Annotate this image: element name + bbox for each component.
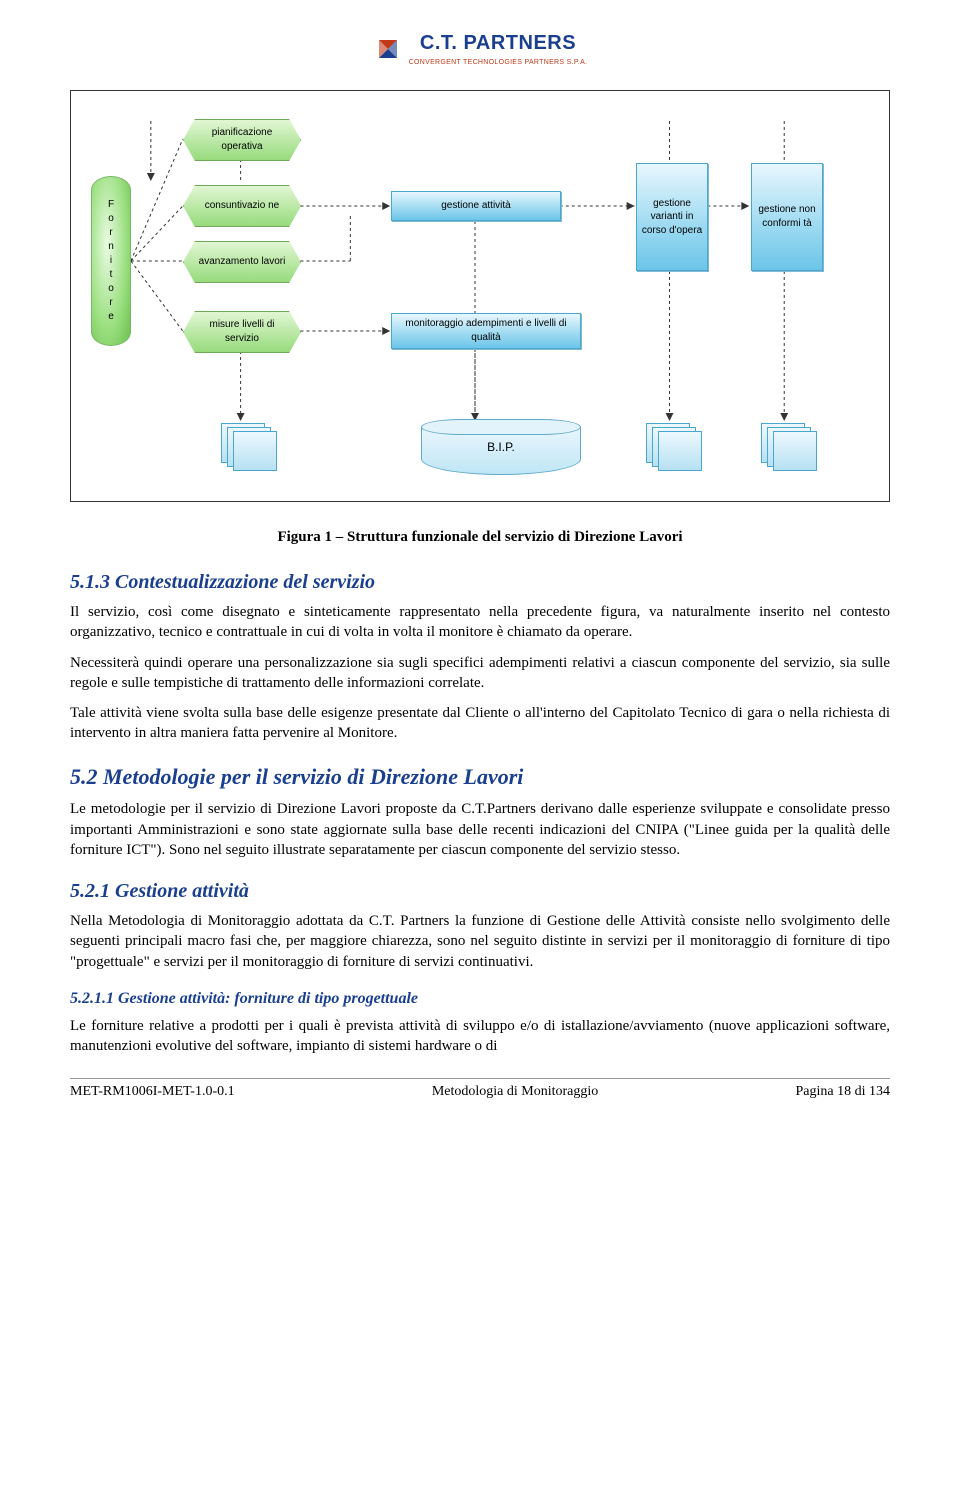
docstack-mid: [646, 423, 706, 473]
para: Le metodologie per il servizio di Direzi…: [70, 799, 890, 860]
hex-consuntivazione: consuntivazio ne: [183, 185, 301, 227]
para: Le forniture relative a prodotti per i q…: [70, 1016, 890, 1057]
footer-center: Metodologia di Monitoraggio: [432, 1083, 598, 1102]
hex-label: avanzamento lavori: [199, 255, 286, 269]
hex-label: consuntivazio ne: [205, 199, 280, 213]
fornitore-letter: i: [110, 254, 112, 268]
page-footer: MET-RM1006I-MET-1.0-0.1 Metodologia di M…: [70, 1078, 890, 1102]
box-monitoraggio: monitoraggio adempimenti e livelli di qu…: [391, 313, 581, 349]
logo-header: C.T. PARTNERS CONVERGENT TECHNOLOGIES PA…: [70, 30, 890, 70]
figure-caption: Figura 1 – Struttura funzionale del serv…: [70, 527, 890, 547]
logo-mark-icon: [373, 34, 403, 64]
para: Il servizio, così come disegnato e sinte…: [70, 602, 890, 643]
diagram: F o r n i t o r e pianificazione operati…: [91, 121, 869, 481]
para: Tale attività viene svolta sulla base de…: [70, 703, 890, 744]
heading-513: 5.1.3 Contestualizzazione del servizio: [70, 569, 890, 596]
hex-misure: misure livelli di servizio: [183, 311, 301, 353]
fornitore-letter: r: [109, 226, 112, 240]
fornitore-letter: F: [108, 198, 114, 212]
heading-52: 5.2 Metodologie per il servizio di Direz…: [70, 762, 890, 792]
box-gestione-attivita: gestione attività: [391, 191, 561, 221]
box-label: gestione varianti in corso d'opera: [641, 197, 703, 238]
box-label: gestione non conformi tà: [756, 203, 818, 230]
fornitore-letter: n: [108, 240, 114, 254]
hex-pianificazione: pianificazione operativa: [183, 119, 301, 161]
logo-subtitle: CONVERGENT TECHNOLOGIES PARTNERS S.P.A.: [409, 58, 588, 67]
para: Necessiterà quindi operare una personali…: [70, 653, 890, 694]
hex-label: misure livelli di servizio: [197, 318, 287, 345]
hex-label: pianificazione operativa: [197, 126, 287, 153]
heading-521: 5.2.1 Gestione attività: [70, 878, 890, 905]
docstack-left: [221, 423, 281, 473]
fornitore-letter: t: [110, 268, 113, 282]
hex-avanzamento: avanzamento lavori: [183, 241, 301, 283]
docstack-right: [761, 423, 821, 473]
logo-name: C.T. PARTNERS: [409, 30, 588, 57]
bip-label: B.I.P.: [421, 419, 581, 475]
footer-right: Pagina 18 di 134: [795, 1083, 890, 1102]
box-label: gestione attività: [441, 199, 511, 213]
box-gestione-nonconf: gestione non conformi tà: [751, 163, 823, 271]
bip-cylinder: B.I.P.: [421, 419, 581, 475]
diagram-frame: F o r n i t o r e pianificazione operati…: [70, 90, 890, 502]
box-gestione-varianti: gestione varianti in corso d'opera: [636, 163, 708, 271]
footer-left: MET-RM1006I-MET-1.0-0.1: [70, 1083, 235, 1102]
box-label: monitoraggio adempimenti e livelli di qu…: [396, 317, 576, 344]
heading-5211: 5.2.1.1 Gestione attività: forniture di …: [70, 988, 890, 1010]
fornitore-letter: e: [108, 310, 114, 324]
para: Nella Metodologia di Monitoraggio adotta…: [70, 911, 890, 972]
fornitore-ellipse: F o r n i t o r e: [91, 176, 131, 346]
fornitore-letter: o: [108, 282, 114, 296]
fornitore-letter: o: [108, 212, 114, 226]
fornitore-letter: r: [109, 296, 112, 310]
